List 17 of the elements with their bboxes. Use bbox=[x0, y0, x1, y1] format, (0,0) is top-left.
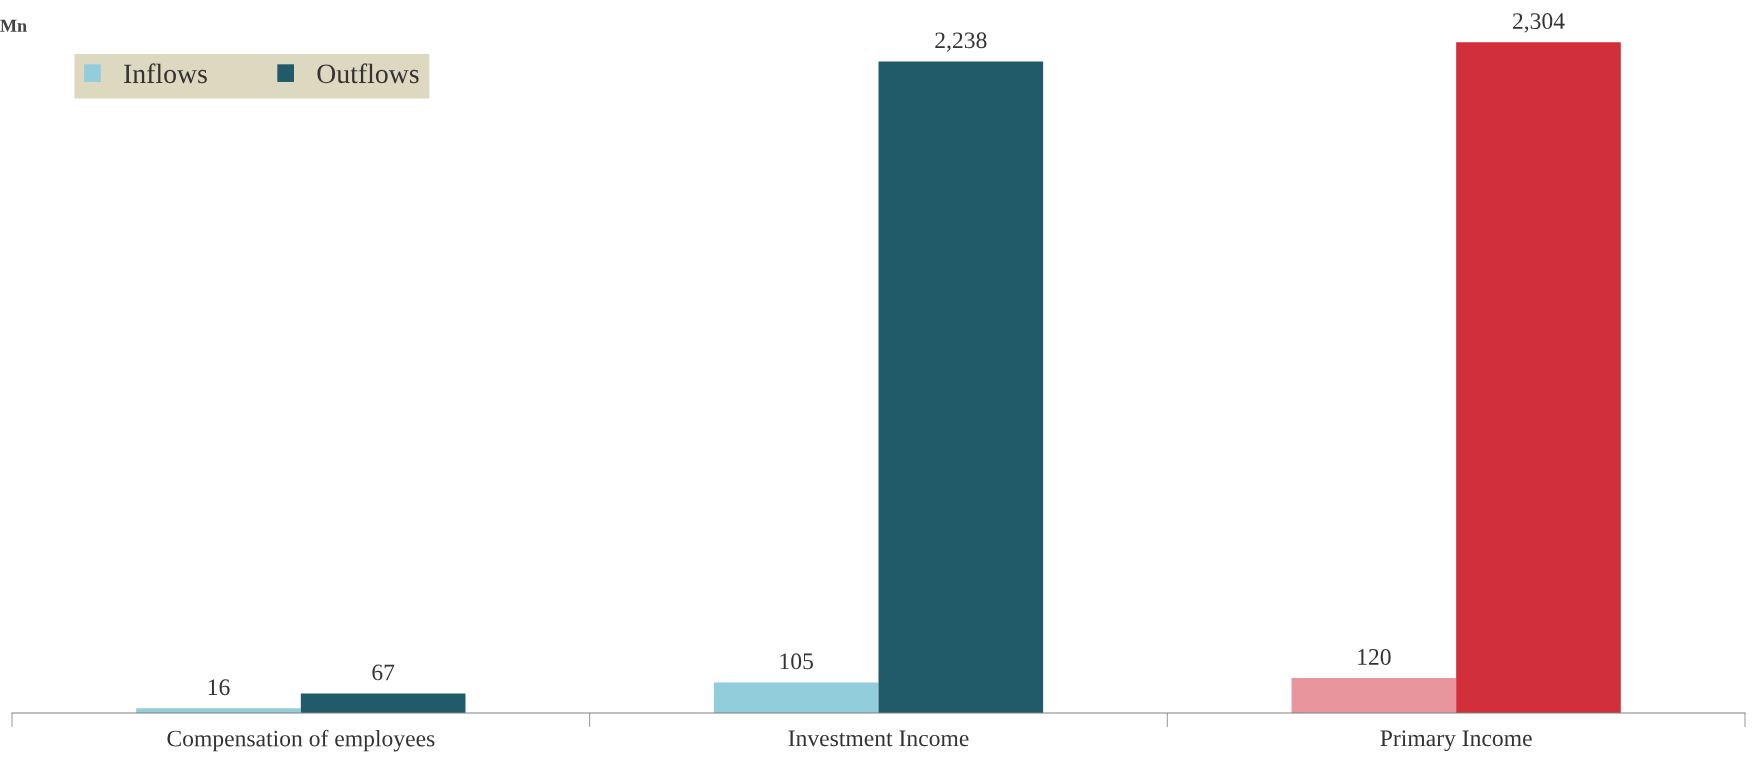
bar bbox=[1291, 678, 1457, 713]
bar bbox=[713, 682, 879, 713]
data-label: 120 bbox=[1358, 649, 1391, 665]
data-label: 105 bbox=[780, 653, 813, 670]
x-tick-label: Compensation of employees bbox=[167, 729, 435, 752]
data-label: 67 bbox=[372, 664, 395, 681]
legend-label: Outflows bbox=[317, 63, 419, 84]
x-tick-label: Investment Income bbox=[788, 730, 969, 747]
data-label: 2,304 bbox=[1512, 13, 1565, 33]
y-axis-title: Mn bbox=[0, 19, 27, 32]
bar bbox=[878, 61, 1044, 713]
data-label: 2,238 bbox=[935, 32, 987, 52]
bar bbox=[300, 693, 466, 713]
data-label: 16 bbox=[208, 679, 230, 696]
legend-label: Inflows bbox=[124, 63, 207, 84]
x-tick-label: Primary Income bbox=[1380, 730, 1532, 752]
bar bbox=[1456, 42, 1621, 713]
